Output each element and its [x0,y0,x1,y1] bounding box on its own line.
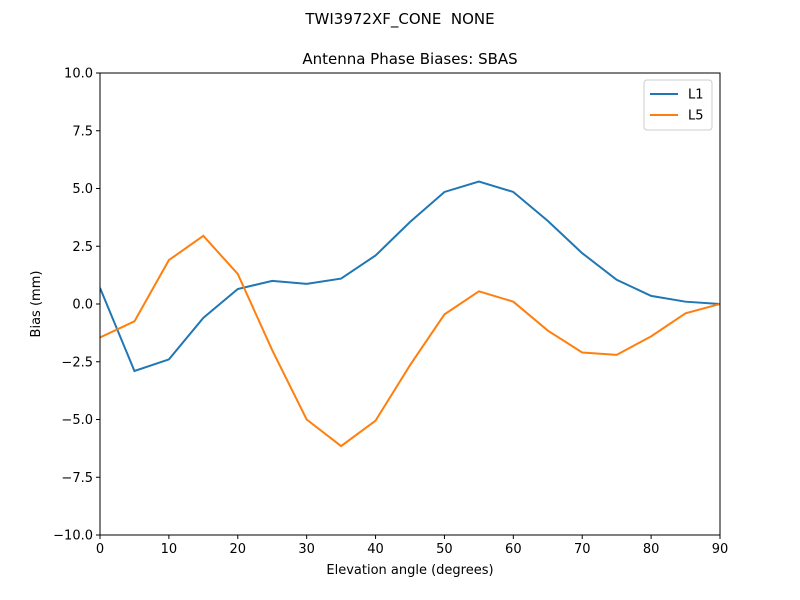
x-tick-label: 80 [643,542,660,557]
y-tick-label: −5.0 [61,413,93,428]
y-tick-label: −7.5 [61,471,93,486]
series-line [100,234,720,448]
y-tick-label: 7.5 [72,124,93,139]
chart-suptitle: TWI3972XF_CONE NONE [304,10,494,29]
legend-label: L5 [688,109,704,124]
x-tick-label: 70 [574,542,591,557]
x-tick-label: 90 [712,542,729,557]
x-tick-label: 0 [96,542,104,557]
y-tick-label: −10.0 [53,529,93,544]
x-tick-label: 60 [505,542,522,557]
x-tick-label: 20 [230,542,247,557]
y-tick-label: 2.5 [72,240,93,255]
x-tick-label: 30 [298,542,315,557]
legend-box [643,79,713,131]
y-tick-label: 0.0 [72,298,93,313]
y-tick-label: −2.5 [61,355,93,370]
y-tick-label: 5.0 [72,182,93,197]
x-tick-label: 40 [367,542,384,557]
x-axis-label: Elevation angle (degrees) [326,563,493,578]
x-tick-label: 50 [436,542,453,557]
plot-frame [99,72,721,536]
series-line [100,180,720,373]
y-axis-label: Bias (mm) [29,271,44,338]
y-tick-label: 10.0 [64,67,93,82]
x-tick-label: 10 [161,542,178,557]
legend-label: L1 [688,88,704,103]
chart-title: Antenna Phase Biases: SBAS [302,50,517,68]
